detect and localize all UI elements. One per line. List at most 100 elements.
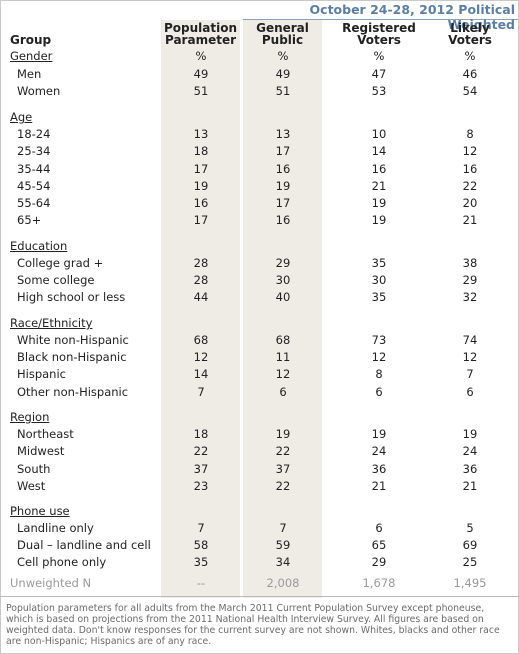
table-row: 55-64 16 17 19 20 <box>0 195 519 212</box>
likely-voters-cell: 32 <box>462 290 478 304</box>
section-header-row: Age <box>0 109 519 126</box>
table-row: Women 51 51 53 54 <box>0 83 519 100</box>
header-line: General <box>256 21 309 35</box>
registered-voters-cell: 53 <box>371 84 387 98</box>
section-header-row: Region <box>0 409 519 426</box>
registered-voters-cell: 35 <box>371 290 387 304</box>
registered-voters-cell: 21 <box>371 179 387 193</box>
section-header-row: Education <box>0 238 519 255</box>
registered-voters-cell: 10 <box>371 127 387 141</box>
table-row: Black non-Hispanic 12 11 12 12 <box>0 349 519 366</box>
table-row: 65+ 17 16 19 21 <box>0 212 519 229</box>
population-parameter-cell: % <box>195 49 207 63</box>
likely-voters-cell: 24 <box>462 444 478 458</box>
table-banner: October 24-28, 2012 Political Weighted <box>309 2 515 32</box>
row-label: South <box>17 462 51 476</box>
unweighted-n-row: Unweighted N -- 2,008 1,678 1,495 <box>0 575 519 592</box>
section-label: Age <box>10 110 33 124</box>
likely-voters-cell: 12 <box>462 350 478 364</box>
likely-voters-cell: 29 <box>462 273 478 287</box>
row-label: 25-34 <box>17 144 51 158</box>
registered-voters-cell: 36 <box>371 462 387 476</box>
header-line: Parameter <box>164 33 237 47</box>
row-label: 55-64 <box>17 196 51 210</box>
general-public-cell: 6 <box>279 385 287 399</box>
population-parameter-cell: 23 <box>193 479 209 493</box>
general-public-cell: 22 <box>275 444 291 458</box>
likely-voters-header: Likely Voters <box>430 22 510 46</box>
population-parameter-cell: 22 <box>193 444 209 458</box>
section-label: Race/Ethnicity <box>10 316 93 330</box>
general-public-cell: 37 <box>275 462 291 476</box>
population-parameter-cell: 18 <box>193 427 209 441</box>
group-header: Group <box>10 33 52 47</box>
section-header-row: Race/Ethnicity <box>0 315 519 332</box>
general-public-cell: % <box>277 49 289 63</box>
likely-voters-cell: 36 <box>462 462 478 476</box>
general-public-cell: 51 <box>275 84 291 98</box>
likely-voters-cell: 38 <box>462 256 478 270</box>
general-public-cell: 22 <box>275 479 291 493</box>
population-parameter-cell: 17 <box>193 213 209 227</box>
likely-voters-cell: 25 <box>462 555 478 569</box>
table-row: Dual – landline and cell 58 59 65 69 <box>0 537 519 554</box>
general-public-cell: 16 <box>275 162 291 176</box>
footnote-divider <box>0 596 519 597</box>
general-public-column-shade <box>243 20 322 598</box>
table-row: Midwest 22 22 24 24 <box>0 443 519 460</box>
registered-voters-cell: % <box>373 49 385 63</box>
population-parameter-cell: 13 <box>193 127 209 141</box>
table-row: High school or less 44 40 35 32 <box>0 289 519 306</box>
table-row: West 23 22 21 21 <box>0 478 519 495</box>
registered-voters-cell: 14 <box>371 144 387 158</box>
footnote: Population parameters for all adults fro… <box>6 603 500 647</box>
row-label: 45-54 <box>17 179 51 193</box>
table-row: Some college 28 30 30 29 <box>0 272 519 289</box>
general-public-cell: 30 <box>275 273 291 287</box>
row-label: Hispanic <box>17 367 66 381</box>
population-parameter-cell: 37 <box>193 462 209 476</box>
registered-voters-cell: 1,678 <box>362 576 396 590</box>
header-line: Registered <box>342 21 416 35</box>
row-label: Men <box>17 67 42 81</box>
table-row: College grad + 28 29 35 38 <box>0 255 519 272</box>
registered-voters-cell: 19 <box>371 427 387 441</box>
table-row: White non-Hispanic 68 68 73 74 <box>0 332 519 349</box>
row-label: Midwest <box>17 444 65 458</box>
population-parameter-cell: 49 <box>193 67 209 81</box>
general-public-cell: 29 <box>275 256 291 270</box>
table-row: 35-44 17 16 16 16 <box>0 161 519 178</box>
registered-voters-cell: 24 <box>371 444 387 458</box>
table-row: Cell phone only 35 34 29 25 <box>0 554 519 571</box>
row-label: Unweighted N <box>10 576 92 590</box>
row-label: 18-24 <box>17 127 51 141</box>
population-parameter-cell: 18 <box>193 144 209 158</box>
section-label: Region <box>10 410 50 424</box>
likely-voters-cell: 21 <box>462 213 478 227</box>
section-label: Education <box>10 239 68 253</box>
registered-voters-cell: 73 <box>371 333 387 347</box>
population-parameter-cell: 44 <box>193 290 209 304</box>
header-line: Voters <box>448 33 492 47</box>
row-label: Dual – landline and cell <box>17 538 151 552</box>
likely-voters-cell: % <box>464 49 476 63</box>
general-public-cell: 16 <box>275 213 291 227</box>
population-parameter-cell: 7 <box>197 521 205 535</box>
population-parameter-cell: 7 <box>197 385 205 399</box>
population-parameter-column-shade <box>161 20 240 598</box>
table-row: Landline only 7 7 6 5 <box>0 520 519 537</box>
general-public-header: General Public <box>243 22 322 46</box>
row-label: Cell phone only <box>17 555 107 569</box>
registered-voters-cell: 30 <box>371 273 387 287</box>
population-parameter-cell: 14 <box>193 367 209 381</box>
row-label: High school or less <box>17 290 126 304</box>
population-parameter-cell: 12 <box>193 350 209 364</box>
row-label: Northeast <box>17 427 74 441</box>
header-line: Likely <box>450 21 490 35</box>
row-label: West <box>17 479 46 493</box>
population-parameter-header: Population Parameter <box>161 22 240 46</box>
registered-voters-header: Registered Voters <box>339 22 419 46</box>
general-public-cell: 19 <box>275 427 291 441</box>
population-parameter-cell: 28 <box>193 256 209 270</box>
row-label: College grad + <box>17 256 104 270</box>
